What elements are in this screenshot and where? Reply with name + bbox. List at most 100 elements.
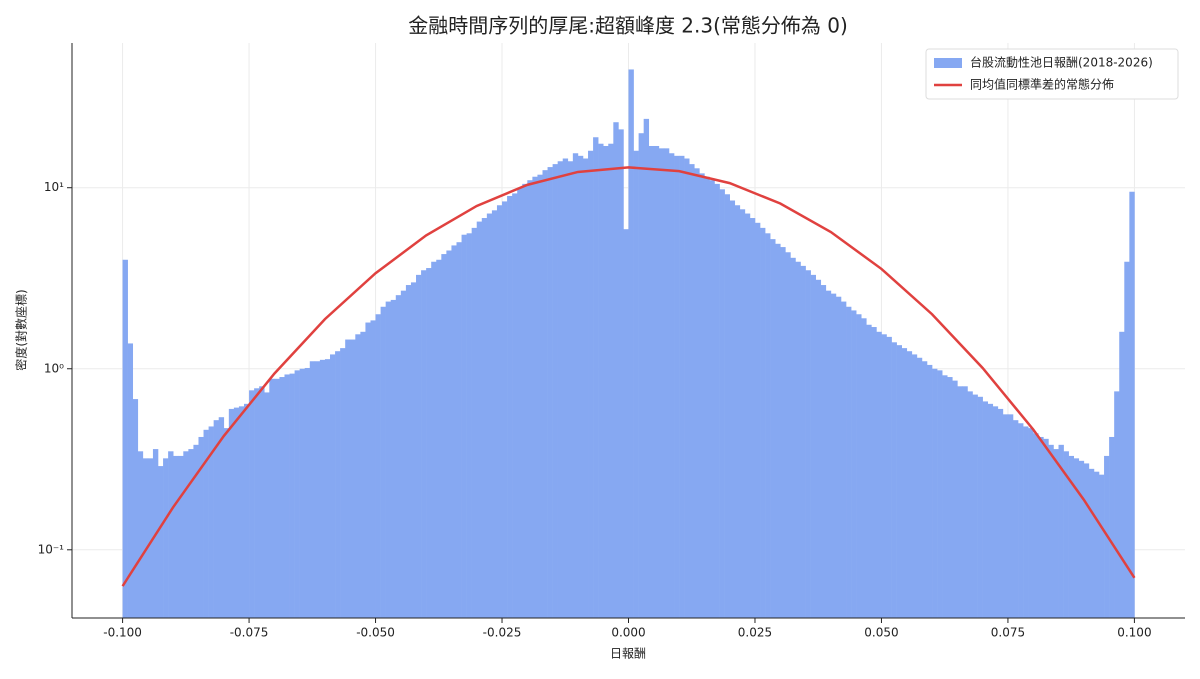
bar (638, 133, 644, 618)
bar (744, 213, 751, 619)
x-tick-label: 0.100 (1117, 626, 1151, 640)
bar (421, 270, 427, 618)
bar (593, 137, 599, 618)
bar (496, 205, 503, 618)
bar (582, 158, 589, 618)
bar (805, 270, 811, 618)
bar (244, 403, 250, 618)
bar (851, 310, 857, 618)
bar (623, 229, 629, 619)
bar (380, 306, 386, 618)
bar (932, 368, 938, 618)
bar (572, 153, 579, 618)
bar (1109, 436, 1115, 618)
bar (294, 370, 300, 618)
bar (709, 180, 715, 618)
bar (972, 394, 978, 618)
bar (921, 361, 928, 618)
bar (926, 364, 933, 618)
bar (375, 314, 381, 618)
bar (785, 252, 791, 619)
bar (147, 458, 154, 618)
bar (911, 354, 918, 618)
bar (866, 324, 872, 618)
bar (324, 359, 331, 618)
bar (1124, 261, 1130, 618)
bar (1119, 331, 1125, 618)
bar (486, 213, 493, 619)
bar (800, 265, 806, 618)
bar (314, 361, 321, 618)
bar (567, 161, 574, 618)
bar (233, 407, 240, 618)
y-axis-label: 密度(對數座標) (14, 289, 29, 370)
normal-curve (121, 166, 1136, 587)
bar (542, 170, 548, 618)
bar (537, 174, 543, 618)
bar (122, 259, 128, 618)
bar (754, 222, 761, 618)
bar (238, 406, 245, 618)
bar (1002, 414, 1009, 618)
bar (997, 408, 1004, 618)
legend: 台股流動性池日報酬(2018-2026) 同均值同標準差的常態分佈 (925, 48, 1179, 100)
bar (749, 218, 756, 618)
bar (481, 218, 488, 618)
bar (724, 194, 730, 618)
legend-patch (934, 58, 962, 68)
chart-title: 金融時間序列的厚尾:超額峰度 2.3(常態分佈為 0) (408, 14, 848, 38)
bar (856, 314, 862, 618)
legend-label: 同均值同標準差的常態分佈 (970, 77, 1114, 92)
bar (163, 458, 169, 618)
bar (861, 318, 867, 618)
bar (689, 164, 695, 619)
bar (906, 351, 913, 618)
bar (507, 195, 513, 619)
bar (588, 150, 594, 618)
bar (1078, 460, 1085, 618)
bar (1007, 414, 1014, 618)
bar (309, 361, 316, 618)
bar (876, 331, 882, 618)
bar (173, 455, 179, 618)
bar (426, 268, 432, 618)
bar (289, 373, 295, 618)
bar (360, 331, 366, 618)
bar (982, 401, 988, 618)
bar (987, 403, 994, 618)
bar (674, 155, 680, 618)
bar (1043, 438, 1049, 618)
bar (299, 368, 306, 618)
bar (1048, 444, 1054, 618)
y-tick-label: 10⁰ (44, 361, 64, 375)
bar (436, 259, 442, 618)
bar (603, 145, 609, 618)
bar (1033, 433, 1039, 618)
bar (385, 301, 392, 618)
bar (613, 122, 619, 618)
bar (1058, 444, 1064, 618)
bar (1114, 391, 1120, 618)
bar (1083, 463, 1090, 618)
bar (825, 290, 832, 618)
bar (729, 200, 736, 619)
bar (517, 187, 523, 619)
bar (901, 348, 908, 618)
bar (937, 370, 943, 618)
bar (628, 69, 634, 619)
bar (608, 143, 614, 619)
bar (739, 209, 746, 618)
bar (1053, 449, 1059, 618)
bar (1088, 468, 1095, 618)
bar (127, 343, 134, 618)
bar (916, 357, 923, 618)
x-tick-label: 0.025 (738, 626, 772, 640)
x-tick-label: 0.050 (864, 626, 898, 640)
bar (198, 436, 204, 618)
bar (704, 176, 710, 618)
bar (1038, 436, 1044, 618)
bar (466, 233, 472, 619)
bar (446, 250, 452, 618)
bar (416, 274, 422, 618)
